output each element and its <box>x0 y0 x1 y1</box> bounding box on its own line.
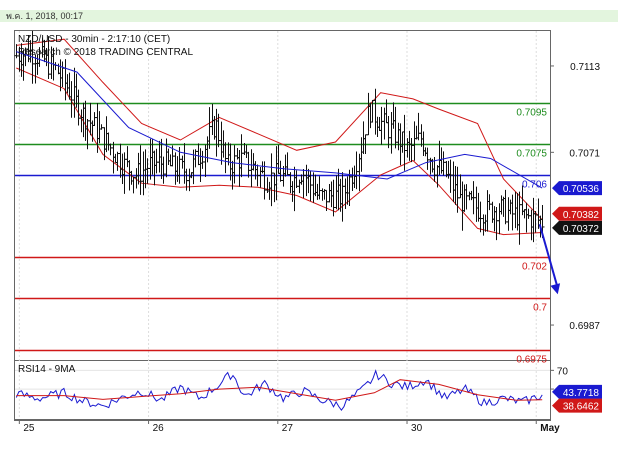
price-labels: 0.70536 0.70382 0.70372 <box>552 181 602 235</box>
rsi-ma-line <box>16 379 543 401</box>
chart-symbol-title: NZD/USD - 30min - 2:17:10 (CET) <box>18 34 170 45</box>
chart-source-line: Research © 2018 TRADING CENTRAL <box>18 47 193 58</box>
rsi-value-tag: 43.7718 <box>552 384 602 399</box>
ma-line <box>16 51 543 189</box>
price-tag-text: 0.70382 <box>563 210 600 221</box>
level-label: 0.6975 <box>516 355 547 366</box>
level-label: 0.7095 <box>516 108 547 119</box>
rsi-lines <box>15 369 550 412</box>
price-tick-label: 0.6987 <box>569 321 600 332</box>
rsi-title: RSI14 - 9MA <box>18 364 76 375</box>
lower-band-line <box>16 67 543 236</box>
date-strip <box>0 10 618 22</box>
level-label: 0.7 <box>533 303 547 314</box>
rsi-tick-label: 70 <box>557 366 569 377</box>
price-tag-last: 0.70372 <box>552 220 602 235</box>
rsi-line <box>15 369 543 412</box>
price-tag-box <box>552 220 602 235</box>
price-tag-upper-band: 0.70382 <box>552 206 602 221</box>
date-tick-label: May <box>540 423 560 434</box>
arrow-shaft <box>538 224 559 289</box>
day-separators <box>18 31 537 419</box>
date-tick-label: 27 <box>282 423 294 434</box>
rsi-value-text: 38.6462 <box>563 402 600 413</box>
rsi-value-tag: 38.6462 <box>552 398 602 413</box>
forecast-arrow <box>538 224 561 295</box>
date-tick-label: 25 <box>23 423 35 434</box>
price-tick-label: 0.7113 <box>570 62 600 73</box>
bollinger-bands <box>16 38 543 236</box>
price-axis-ticks: 0.7113 0.7071 0.6987 <box>550 62 600 332</box>
moving-average <box>16 51 543 189</box>
top-bar: พ.ค. 1, 2018, 00:17 <box>0 0 618 22</box>
price-tag-text: 0.70372 <box>563 224 600 235</box>
price-bars <box>14 30 545 245</box>
upper-band-line <box>16 38 543 221</box>
price-tag-text: 0.70536 <box>563 184 600 195</box>
date-axis-ticks: 25 26 27 30 May <box>18 419 560 434</box>
date-tick-label: 30 <box>411 423 423 434</box>
level-label: 0.7075 <box>516 149 547 160</box>
price-tag-box <box>552 181 602 196</box>
price-tag-ma: 0.70536 <box>552 181 602 196</box>
arrow-head <box>550 283 561 295</box>
date-tick-label: 26 <box>153 423 165 434</box>
price-tick-label: 0.7071 <box>569 148 600 159</box>
rsi-value-box <box>552 398 602 413</box>
rsi-value-text: 43.7718 <box>563 388 600 399</box>
rsi-value-box <box>552 384 602 399</box>
price-panel <box>14 30 551 361</box>
timestamp-label: พ.ค. 1, 2018, 00:17 <box>6 11 84 21</box>
price-tag-box <box>552 206 602 221</box>
rsi-value-labels: 43.7718 38.6462 <box>552 384 602 413</box>
level-label: 0.702 <box>522 262 547 273</box>
level-label: 0.706 <box>522 180 547 191</box>
